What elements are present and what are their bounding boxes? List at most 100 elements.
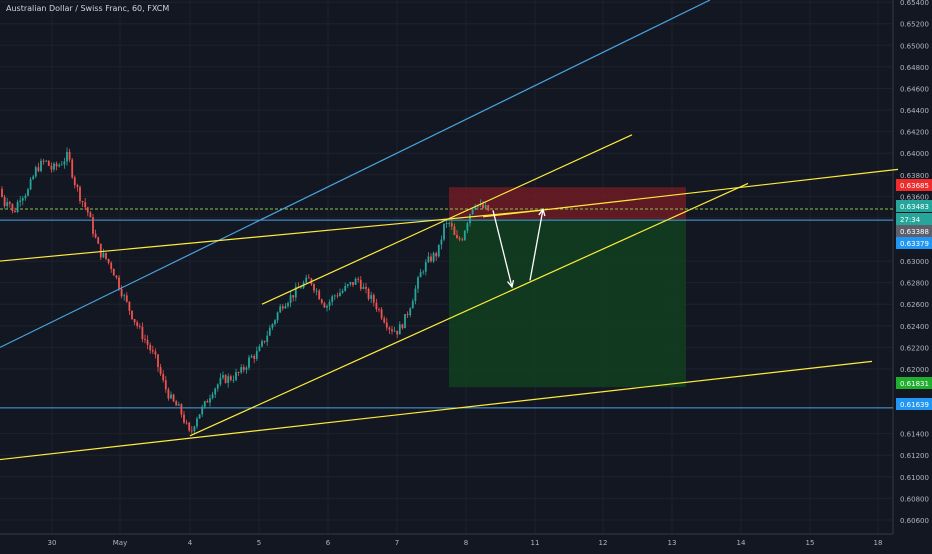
candle-body <box>27 189 29 196</box>
price-tag <box>896 225 932 237</box>
x-tick-label: 30 <box>48 539 57 547</box>
candle-body <box>110 262 113 270</box>
candle-body <box>287 303 289 307</box>
candle-body <box>313 284 315 291</box>
candle-body <box>232 379 235 381</box>
candle-body <box>157 354 159 368</box>
candle-body <box>326 305 328 308</box>
candle-body <box>339 292 341 297</box>
candle-body <box>318 290 321 300</box>
price-tag-label: 0.63388 <box>900 228 929 236</box>
candle-body <box>263 340 266 342</box>
candle-body <box>430 256 432 262</box>
candle-body <box>315 290 318 292</box>
candle-body <box>34 167 37 177</box>
candle-body <box>300 287 302 289</box>
candle-body <box>424 262 427 272</box>
candle-body <box>167 389 170 399</box>
candle-body <box>138 326 141 327</box>
candle-body <box>219 377 222 385</box>
candle-body <box>84 202 87 208</box>
price-tag-label: 0.63685 <box>900 182 929 190</box>
symbol-title: Australian Dollar / Swiss Franc, 60, FXC… <box>6 4 170 13</box>
candle-body <box>94 233 97 238</box>
candle-body <box>268 327 271 336</box>
candle-body <box>281 306 284 309</box>
candle-body <box>445 223 448 225</box>
candle-body <box>170 394 172 399</box>
x-tick-label: 6 <box>326 539 331 547</box>
y-tick-label: 0.62600 <box>900 301 929 309</box>
candle-body <box>471 208 474 215</box>
candle-body <box>406 314 409 316</box>
price-tag <box>896 200 932 212</box>
candle-body <box>336 295 339 297</box>
candle-body <box>180 404 183 415</box>
yellow-trendline <box>482 168 899 218</box>
projection-arrow <box>529 209 544 281</box>
yellow-trendline <box>261 134 633 305</box>
candle-body <box>102 252 105 258</box>
candle-body <box>391 329 393 332</box>
candle-body <box>162 374 165 381</box>
candle-body <box>68 151 71 160</box>
candle-body <box>229 376 232 381</box>
candle-body <box>92 217 94 234</box>
candle-body <box>437 244 440 257</box>
candle-body <box>112 269 115 276</box>
candle-body <box>81 201 84 203</box>
y-tick-label: 0.62200 <box>900 344 929 352</box>
candle-body <box>378 309 380 310</box>
candle-body <box>141 326 144 340</box>
candle-body <box>115 275 118 278</box>
price-tag-label: 0.63379 <box>900 240 929 248</box>
candle-body <box>320 299 323 304</box>
candle-body <box>154 351 157 355</box>
candle-body <box>427 256 430 263</box>
price-tag-label: 0.63483 <box>900 203 929 211</box>
candle-body <box>11 203 14 211</box>
candle-body <box>1 188 3 197</box>
candle-body <box>331 296 334 302</box>
candle-body <box>183 414 185 423</box>
candle-body <box>222 375 224 378</box>
x-tick-label: 13 <box>668 539 677 547</box>
x-tick-label: 11 <box>531 539 540 547</box>
candle-body <box>248 357 250 368</box>
candle-body <box>66 151 68 162</box>
y-tick-label: 0.64200 <box>900 129 929 137</box>
candle-body <box>346 284 349 286</box>
price-tag <box>896 179 932 191</box>
candle-body <box>365 286 367 289</box>
candle-body <box>443 224 445 240</box>
candle-body <box>370 295 373 299</box>
candle-body <box>47 160 50 166</box>
y-tick-label: 0.64800 <box>900 64 929 72</box>
candle-body <box>250 356 253 358</box>
take-profit-zone <box>449 219 686 388</box>
candle-body <box>271 323 274 328</box>
candle-body <box>144 339 146 340</box>
price-tag-label: 27:34 <box>900 216 921 224</box>
candle-body <box>245 367 248 370</box>
candle-body <box>73 177 76 186</box>
candle-body <box>375 302 378 310</box>
arrow-head <box>507 279 515 289</box>
candle-body <box>136 322 139 327</box>
y-tick-label: 0.61000 <box>900 474 929 482</box>
yellow-trendline <box>189 182 749 437</box>
candle-body <box>440 239 443 245</box>
candle-body <box>14 210 16 213</box>
candle-body <box>253 356 256 359</box>
candle-body <box>276 312 279 321</box>
candle-body <box>123 295 126 297</box>
candle-body <box>237 372 240 373</box>
candle-body <box>328 301 331 306</box>
candle-body <box>42 160 45 162</box>
candle-body <box>385 322 388 328</box>
candle-body <box>201 406 204 415</box>
candle-body <box>383 318 386 323</box>
candle-body <box>190 430 193 432</box>
